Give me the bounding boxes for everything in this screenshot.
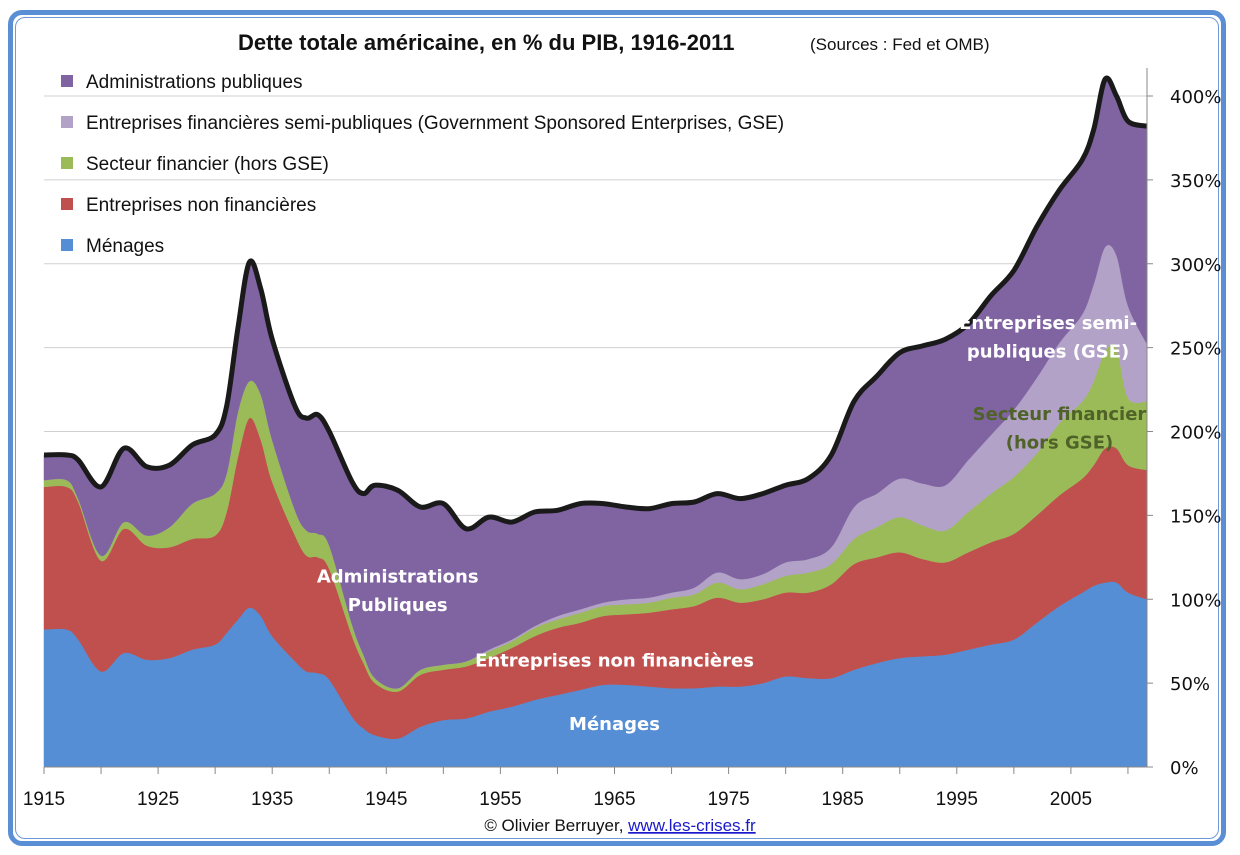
y-tick-label: 150% (1170, 506, 1221, 527)
y-tick-label: 0% (1170, 758, 1199, 779)
credit-text: © Olivier Berruyer, (484, 816, 628, 835)
y-tick-label: 400% (1170, 87, 1221, 108)
legend-label: Secteur financier (hors GSE) (86, 154, 329, 175)
credit-link[interactable]: www.les-crises.fr (627, 816, 756, 835)
series-annotation: Secteur financier (973, 404, 1147, 425)
x-tick-label: 1985 (822, 789, 864, 810)
legend-label: Ménages (86, 236, 164, 257)
x-tick-label: 1975 (707, 789, 749, 810)
legend-swatch (61, 75, 73, 87)
total-line-group (43, 75, 1148, 532)
x-tick-label: 1945 (365, 789, 407, 810)
chart-title: Dette totale américaine, en % du PIB, 19… (238, 30, 734, 55)
x-tick-label: 1955 (479, 789, 521, 810)
y-tick-label: 100% (1170, 590, 1221, 611)
legend-item: Entreprises non financières (61, 195, 316, 216)
legend: Administrations publiques Entreprises fin… (61, 72, 784, 257)
y-tick-label: 300% (1170, 255, 1221, 276)
y-tick-label: 50% (1170, 674, 1210, 695)
legend-item: Administrations publiques (61, 72, 303, 93)
x-tick-label: 2005 (1050, 789, 1092, 810)
legend-swatch (61, 157, 73, 169)
series-annotation: Administrations (317, 566, 479, 587)
x-tick-label: 1995 (936, 789, 978, 810)
series-annotation: publiques (GSE) (967, 342, 1129, 363)
x-tick-label: 1965 (593, 789, 635, 810)
legend-label: Administrations publiques (86, 72, 303, 93)
legend-item: Entreprises financières semi-publiques (… (61, 113, 784, 134)
y-tick-label: 250% (1170, 339, 1221, 360)
x-tick-label: 1915 (23, 789, 65, 810)
x-tick-label: 1925 (137, 789, 179, 810)
legend-item: Secteur financier (hors GSE) (61, 154, 329, 175)
series-annotation: (hors GSE) (1006, 432, 1114, 453)
credit-line: © Olivier Berruyer, www.les-crises.fr (484, 816, 756, 835)
series-annotation: Ménages (569, 714, 660, 735)
legend-item: Ménages (61, 236, 164, 257)
chart-frame-inner (15, 17, 1219, 839)
legend-label: Entreprises financières semi-publiques (… (86, 113, 784, 134)
series-annotation: Entreprises semi- (959, 313, 1137, 334)
legend-swatch (61, 239, 73, 251)
legend-swatch (61, 116, 73, 128)
x-tick-label: 1935 (251, 789, 293, 810)
chart-frame-outer (8, 10, 1226, 846)
y-tick-label: 200% (1170, 423, 1221, 444)
legend-swatch (61, 198, 73, 210)
series-annotation: Entreprises non financières (475, 650, 754, 671)
axes: 0% 50% 100% 150% 200% 250% 300% 350% 400% 1915 192… (23, 68, 1221, 810)
y-tick-label: 350% (1170, 171, 1221, 192)
chart-subtitle: (Sources : Fed et OMB) (810, 35, 990, 54)
total-line (43, 75, 1148, 532)
series-annotation: Publiques (348, 595, 448, 616)
legend-label: Entreprises non financières (86, 195, 316, 216)
annotations: Administrations Publiques Entreprises non … (317, 313, 1147, 735)
